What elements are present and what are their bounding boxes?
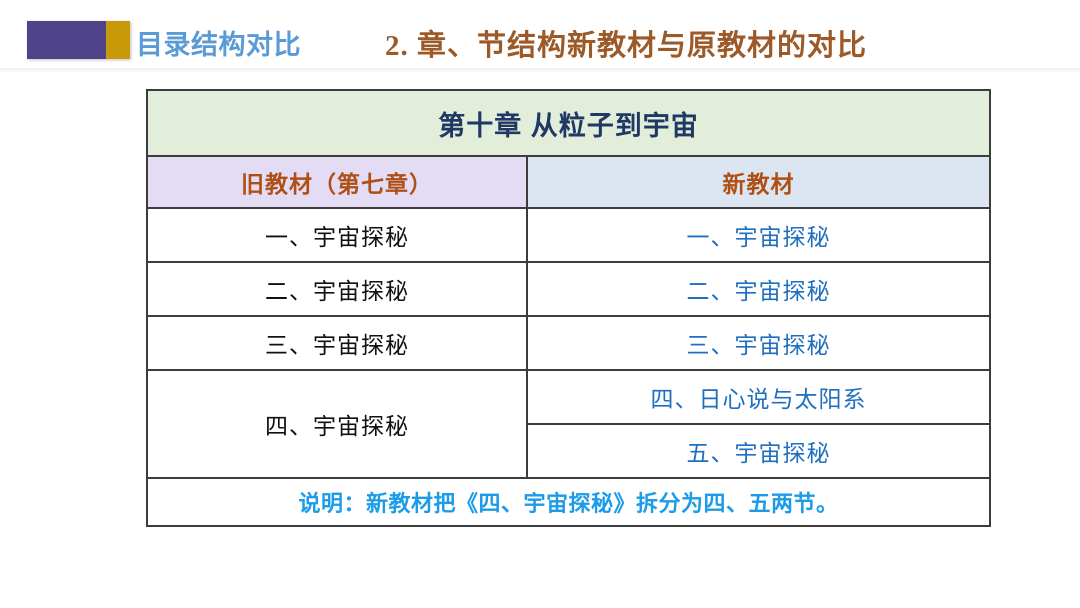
page-title: 2. 章、节结构新教材与原教材的对比: [385, 22, 867, 64]
logo-purple-block: [27, 21, 106, 59]
new-section-2: 二、宇宙探秘: [525, 261, 992, 317]
table-row: 三、宇宙探秘 三、宇宙探秘: [146, 315, 992, 371]
page-title-text: 章、节结构新教材与原教材的对比: [417, 30, 868, 62]
new-section-3: 三、宇宙探秘: [525, 315, 992, 371]
old-section-3: 三、宇宙探秘: [146, 315, 528, 371]
old-section-1: 一、宇宙探秘: [146, 207, 528, 263]
new-section-1: 一、宇宙探秘: [525, 207, 992, 263]
table-row-chapter-title: 第十章 从粒子到宇宙: [145, 89, 992, 157]
logo-mark: [27, 21, 130, 59]
old-section-2: 二、宇宙探秘: [146, 261, 528, 317]
table-row-note: 说明：新教材把《四、宇宙探秘》拆分为四、五两节。: [145, 477, 992, 527]
column-header-old: 旧教材（第七章）: [146, 155, 528, 209]
comparison-table: 第十章 从粒子到宇宙 旧教材（第七章） 新教材 一、宇宙探秘 一、宇宙探秘 二、…: [145, 89, 992, 527]
table-row: 一、宇宙探秘 一、宇宙探秘: [146, 207, 992, 263]
new-section-5: 五、宇宙探秘: [525, 423, 992, 479]
table-row: 四、宇宙探秘 四、日心说与太阳系: [146, 369, 992, 479]
page-title-number: 2.: [385, 30, 409, 62]
header-band-shadow: [0, 68, 1080, 73]
logo-gold-block: [106, 21, 130, 59]
table-row-column-headers: 旧教材（第七章） 新教材: [146, 155, 992, 209]
table-row: 五、宇宙探秘: [147, 423, 992, 479]
header-subtitle: 目录结构对比: [136, 30, 301, 60]
note-cell: 说明：新教材把《四、宇宙探秘》拆分为四、五两节。: [145, 477, 992, 527]
old-section-4: 四、宇宙探秘: [146, 369, 528, 479]
column-header-new: 新教材: [525, 155, 992, 209]
chapter-title-cell: 第十章 从粒子到宇宙: [145, 89, 992, 157]
new-section-4: 四、日心说与太阳系: [525, 369, 992, 425]
table-row: 二、宇宙探秘 二、宇宙探秘: [146, 261, 992, 317]
